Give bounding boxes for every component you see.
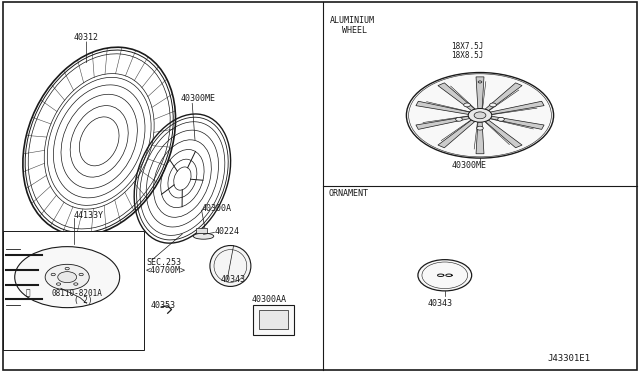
Polygon shape xyxy=(476,77,484,109)
Polygon shape xyxy=(416,116,470,129)
Text: 40343: 40343 xyxy=(428,299,452,308)
Text: 40300ME: 40300ME xyxy=(180,94,216,103)
Text: ( 2): ( 2) xyxy=(74,296,92,305)
Text: WHEEL: WHEEL xyxy=(342,26,367,35)
Polygon shape xyxy=(416,101,470,115)
Circle shape xyxy=(418,260,472,291)
Polygon shape xyxy=(438,120,475,148)
Text: 40224: 40224 xyxy=(214,227,239,236)
Bar xyxy=(253,305,294,335)
Polygon shape xyxy=(490,116,544,129)
Text: ALUMINIUM: ALUMINIUM xyxy=(330,16,374,25)
Polygon shape xyxy=(438,83,475,110)
Polygon shape xyxy=(485,120,522,148)
Circle shape xyxy=(464,103,470,107)
Circle shape xyxy=(15,247,120,308)
Text: 44133Y: 44133Y xyxy=(74,211,104,220)
Text: ORNAMENT: ORNAMENT xyxy=(328,189,369,198)
Text: 40343: 40343 xyxy=(221,275,246,284)
Bar xyxy=(3,231,144,350)
Polygon shape xyxy=(490,101,544,115)
Text: 40300AA: 40300AA xyxy=(252,295,287,304)
Text: 40300ME: 40300ME xyxy=(451,161,486,170)
Ellipse shape xyxy=(210,246,251,286)
Circle shape xyxy=(468,109,492,122)
Ellipse shape xyxy=(193,233,214,239)
Bar xyxy=(259,310,288,329)
Text: SEC.253: SEC.253 xyxy=(146,258,181,267)
Text: 40300A: 40300A xyxy=(202,204,232,213)
Circle shape xyxy=(45,264,89,290)
Text: 18X8.5J: 18X8.5J xyxy=(451,51,484,60)
Text: 40353: 40353 xyxy=(150,301,175,310)
Text: 08110-8201A: 08110-8201A xyxy=(51,289,102,298)
Text: <40700M>: <40700M> xyxy=(146,266,186,275)
Text: J43301E1: J43301E1 xyxy=(547,355,590,363)
Text: Ⓑ: Ⓑ xyxy=(26,288,30,297)
Circle shape xyxy=(58,272,77,283)
Text: 40312: 40312 xyxy=(74,33,99,42)
Text: 18X7.5J: 18X7.5J xyxy=(451,42,484,51)
Circle shape xyxy=(477,126,483,130)
Circle shape xyxy=(474,112,486,119)
Polygon shape xyxy=(485,83,522,110)
Circle shape xyxy=(498,117,504,121)
Circle shape xyxy=(456,117,462,121)
Bar xyxy=(196,228,207,233)
Polygon shape xyxy=(476,122,484,154)
Circle shape xyxy=(490,103,496,107)
Circle shape xyxy=(406,73,554,158)
